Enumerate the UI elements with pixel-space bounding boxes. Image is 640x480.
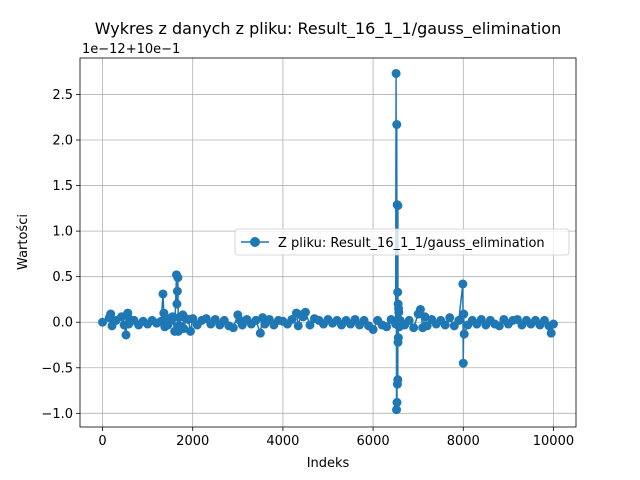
- x-tick-label: 2000: [176, 434, 209, 449]
- data-point: [392, 397, 402, 407]
- legend: Z pliku: Result_16_1_1/gauss_elimination: [234, 228, 570, 256]
- y-axis-label: Wartości: [16, 214, 31, 270]
- x-tick-label: 4000: [266, 434, 299, 449]
- data-point: [393, 201, 403, 211]
- data-point: [392, 120, 402, 130]
- data-point: [393, 287, 403, 297]
- y-tick-label: −0.5: [41, 361, 73, 376]
- data-point: [391, 68, 401, 78]
- x-axis-label: Indeks: [307, 456, 350, 471]
- data-point: [179, 324, 189, 334]
- data-point: [420, 312, 430, 322]
- data-point: [305, 320, 315, 330]
- data-point: [459, 309, 469, 319]
- data-point: [454, 315, 464, 325]
- data-point: [404, 315, 414, 325]
- data-point: [458, 358, 468, 368]
- legend-point-marker: [250, 237, 260, 247]
- data-point: [393, 375, 403, 385]
- data-point: [546, 328, 556, 338]
- y-offset-label: 1e−12+10e−1: [82, 42, 180, 57]
- x-tick-label: 8000: [447, 434, 480, 449]
- data-point: [228, 323, 238, 333]
- data-point: [548, 319, 558, 329]
- y-tick-label: 1.0: [52, 225, 73, 240]
- y-tick-label: −1.0: [41, 407, 73, 422]
- data-point: [394, 307, 404, 317]
- data-series: [98, 68, 558, 415]
- data-point: [409, 323, 419, 333]
- data-point: [458, 279, 468, 289]
- x-tick-label: 0: [98, 434, 106, 449]
- y-tick-label: 2.0: [52, 134, 73, 149]
- data-point: [255, 328, 265, 338]
- data-point: [287, 314, 297, 324]
- data-point: [459, 329, 469, 339]
- data-point: [158, 289, 168, 299]
- data-point: [300, 307, 310, 317]
- data-point: [251, 315, 261, 325]
- data-point: [368, 325, 378, 335]
- x-tick-label: 10000: [533, 434, 574, 449]
- chart-title: Wykres z danych z pliku: Result_16_1_1/g…: [95, 19, 561, 39]
- data-point: [172, 299, 182, 309]
- data-point: [121, 330, 131, 340]
- data-point: [382, 322, 392, 332]
- data-point: [415, 304, 425, 314]
- data-point: [188, 314, 198, 324]
- axes-frame: [79, 57, 577, 428]
- data-point: [106, 309, 116, 319]
- data-point: [445, 313, 455, 323]
- data-point: [98, 317, 108, 327]
- y-tick-label: 0.0: [52, 316, 73, 331]
- data-point: [422, 321, 432, 331]
- y-tick-label: 1.5: [52, 179, 73, 194]
- data-point: [494, 321, 504, 331]
- x-tick-label: 6000: [357, 434, 390, 449]
- data-point: [440, 320, 450, 330]
- data-point: [293, 321, 303, 331]
- legend-box: [234, 228, 570, 256]
- y-tick-label: 2.5: [52, 88, 73, 103]
- y-tick-label: 0.5: [52, 270, 73, 285]
- data-point: [185, 326, 195, 336]
- legend-label: Z pliku: Result_16_1_1/gauss_elimination: [278, 236, 545, 251]
- data-point: [393, 333, 403, 343]
- data-point: [173, 273, 183, 283]
- axis-ticks: 0 2000 4000 6000 8000 10000 −1.0 −0.5 0.0 0.5 1.0 1…: [41, 88, 574, 449]
- data-point: [172, 286, 182, 296]
- data-point: [392, 405, 402, 415]
